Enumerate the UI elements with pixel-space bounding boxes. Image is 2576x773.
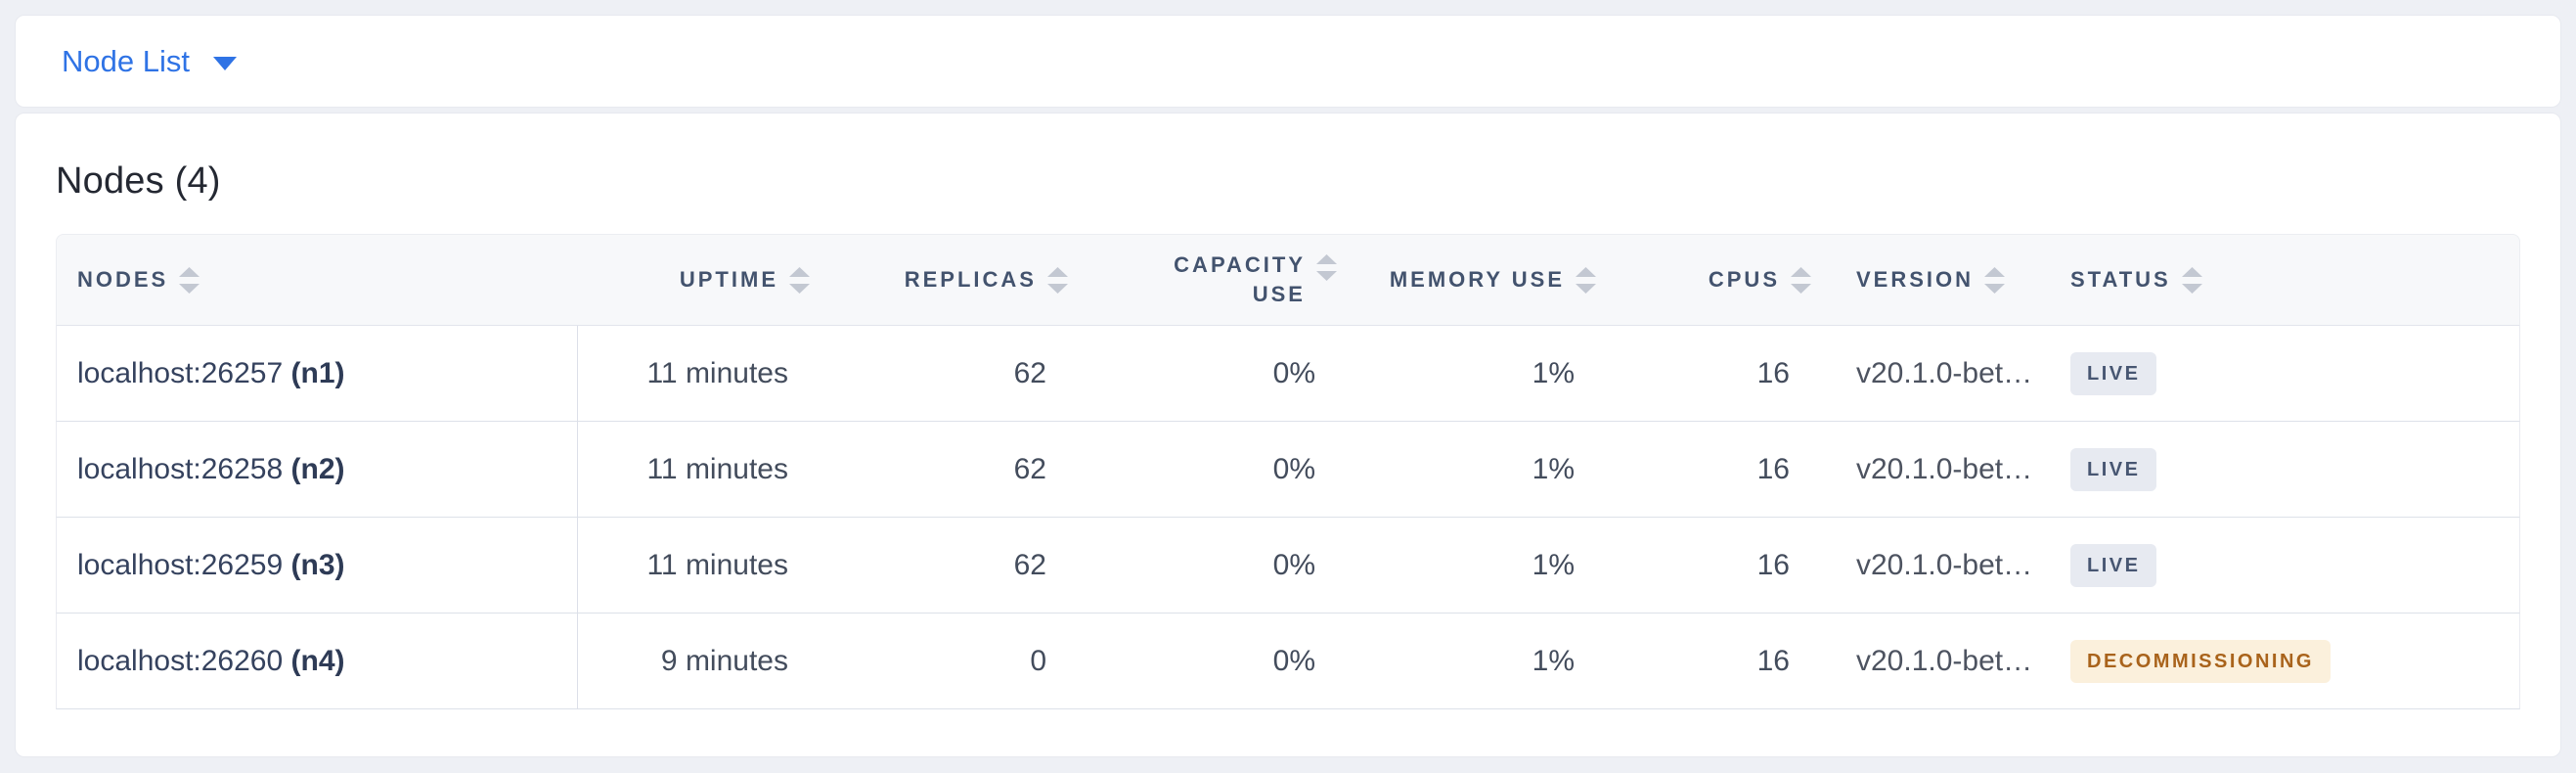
replicas-cell: 62 (818, 422, 1076, 518)
node-address-link[interactable]: localhost:26257 (77, 356, 284, 389)
capacity-use-cell: 0% (1076, 326, 1345, 422)
status-badge: LIVE (2070, 447, 2157, 491)
uptime-cell: 11 minutes (578, 422, 818, 518)
table-row: localhost:26257 (n1) 11 minutes 62 0% 1%… (56, 326, 2520, 422)
status-badge: DECOMMISSIONING (2070, 639, 2331, 683)
column-header-cpus[interactable]: CPUS (1604, 234, 1819, 326)
capacity-use-cell: 0% (1076, 422, 1345, 518)
cpus-cell: 16 (1604, 614, 1819, 709)
node-address-link[interactable]: localhost:26258 (77, 452, 284, 485)
node-address-link[interactable]: localhost:26259 (77, 548, 284, 581)
status-badge: LIVE (2070, 351, 2157, 395)
view-selector-bar: Node List (15, 15, 2561, 108)
table-row: localhost:26260 (n4) 9 minutes 0 0% 1% 1… (56, 614, 2520, 709)
table-row: localhost:26259 (n3) 11 minutes 62 0% 1%… (56, 518, 2520, 614)
node-address-cell: localhost:26260 (n4) (56, 614, 578, 709)
caret-down-icon (212, 56, 237, 70)
uptime-cell: 9 minutes (578, 614, 818, 709)
cpus-cell: 16 (1604, 326, 1819, 422)
memory-use-cell: 1% (1345, 518, 1604, 614)
status-cell: DECOMMISSIONING (2044, 614, 2520, 709)
uptime-cell: 11 minutes (578, 518, 818, 614)
column-header-uptime[interactable]: UPTIME (578, 234, 818, 326)
column-header-status[interactable]: STATUS (2044, 234, 2520, 326)
status-cell: LIVE (2044, 518, 2520, 614)
replicas-cell: 0 (818, 614, 1076, 709)
version-cell: v20.1.0-bet… (1819, 422, 2044, 518)
column-header-capacity-use[interactable]: CAPACITY USE (1076, 234, 1345, 326)
node-address-cell: localhost:26257 (n1) (56, 326, 578, 422)
node-address-cell: localhost:26259 (n3) (56, 518, 578, 614)
cpus-cell: 16 (1604, 518, 1819, 614)
status-cell: LIVE (2044, 422, 2520, 518)
version-cell: v20.1.0-bet… (1819, 518, 2044, 614)
uptime-cell: 11 minutes (578, 326, 818, 422)
status-cell: LIVE (2044, 326, 2520, 422)
sort-icon (1791, 266, 1811, 294)
sort-icon (1316, 254, 1337, 282)
memory-use-cell: 1% (1345, 422, 1604, 518)
capacity-use-cell: 0% (1076, 614, 1345, 709)
status-badge: LIVE (2070, 543, 2157, 587)
node-id: (n4) (290, 644, 345, 677)
node-id: (n1) (290, 356, 345, 389)
version-cell: v20.1.0-bet… (1819, 614, 2044, 709)
column-header-nodes[interactable]: NODES (56, 234, 578, 326)
node-address-cell: localhost:26258 (n2) (56, 422, 578, 518)
capacity-use-cell: 0% (1076, 518, 1345, 614)
sort-icon (1984, 266, 2006, 294)
node-id: (n3) (290, 548, 345, 581)
sort-icon (789, 266, 810, 294)
page-title: Nodes (4) (56, 160, 221, 202)
table-row: localhost:26258 (n2) 11 minutes 62 0% 1%… (56, 422, 2520, 518)
table-header-row: NODES UPTIME REPLICAS (56, 234, 2520, 326)
sort-icon (1576, 266, 1596, 294)
node-id: (n2) (290, 452, 345, 485)
replicas-cell: 62 (818, 518, 1076, 614)
nodes-table: NODES UPTIME REPLICAS (56, 234, 2520, 709)
sort-icon (2181, 266, 2202, 294)
version-cell: v20.1.0-bet… (1819, 326, 2044, 422)
column-header-version[interactable]: VERSION (1819, 234, 2044, 326)
cpus-cell: 16 (1604, 422, 1819, 518)
column-header-memory-use[interactable]: MEMORY USE (1345, 234, 1604, 326)
column-header-replicas[interactable]: REPLICAS (818, 234, 1076, 326)
memory-use-cell: 1% (1345, 326, 1604, 422)
node-address-link[interactable]: localhost:26260 (77, 644, 284, 677)
replicas-cell: 62 (818, 326, 1076, 422)
sort-icon (179, 266, 200, 294)
sort-icon (1047, 266, 1068, 294)
memory-use-cell: 1% (1345, 614, 1604, 709)
node-list-dropdown-label: Node List (62, 43, 190, 78)
node-list-dropdown[interactable]: Node List (62, 44, 237, 79)
nodes-card: Nodes (4) NODES UPTIME (15, 113, 2561, 757)
